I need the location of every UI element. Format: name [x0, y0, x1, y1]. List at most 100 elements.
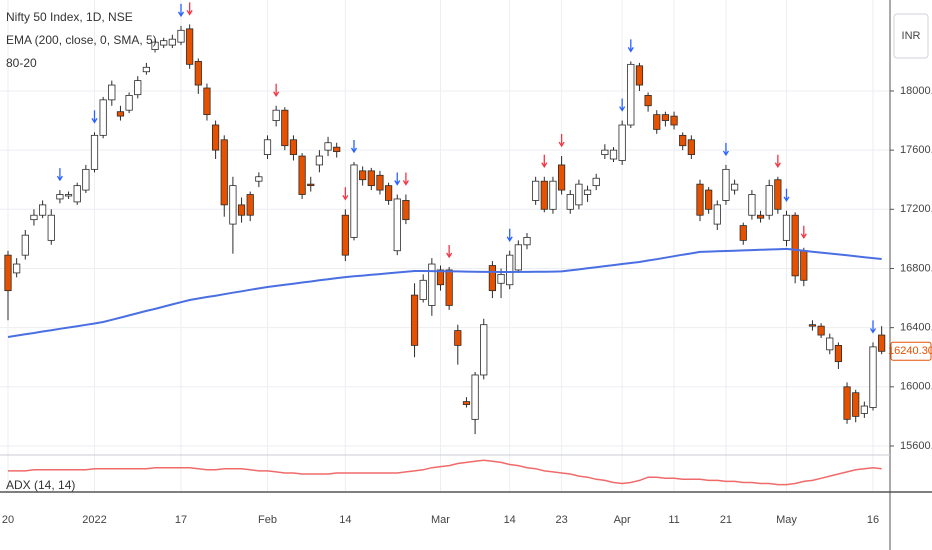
- candle-body: [402, 200, 410, 221]
- candle-body: [731, 183, 739, 191]
- candle-body: [307, 183, 315, 187]
- signal-arrow: [800, 225, 807, 239]
- x-tick-label: Mar: [431, 514, 450, 526]
- currency-box[interactable]: [893, 13, 929, 59]
- x-tick-label: 11: [668, 514, 679, 526]
- candle-body: [263, 139, 272, 155]
- candle-body: [177, 29, 185, 43]
- candle-body: [30, 214, 38, 221]
- y-tick-label: 15600.00: [900, 440, 932, 452]
- candle-body: [653, 114, 661, 130]
- candle-body: [713, 204, 721, 225]
- candle-body: [549, 180, 557, 210]
- candle-body: [73, 185, 81, 203]
- candle-body: [168, 38, 176, 46]
- candle-body: [151, 41, 159, 50]
- candle-body: [532, 180, 540, 201]
- x-tick-label: 14: [504, 514, 516, 526]
- candle-body: [679, 134, 687, 147]
- candle-body: [566, 194, 574, 210]
- candle-body: [281, 109, 289, 147]
- candle-body: [454, 330, 462, 346]
- candle-body: [203, 87, 211, 116]
- candle-body: [739, 225, 747, 241]
- candle-body: [635, 65, 644, 86]
- candle-body: [39, 204, 47, 216]
- candle-body: [540, 180, 548, 210]
- candle-body: [445, 269, 453, 306]
- candle-body: [393, 198, 401, 252]
- adx-line: [8, 459, 882, 486]
- y-tick-label: 16400.00: [900, 322, 932, 334]
- candle-body: [791, 214, 799, 277]
- y-tick-label: 17600.00: [900, 144, 932, 156]
- candle-body: [160, 40, 168, 46]
- y-tick-label: 17200.00: [900, 203, 932, 215]
- candle-body: [748, 194, 756, 216]
- candle-body: [609, 149, 618, 160]
- candle-body: [480, 324, 488, 376]
- candle-body: [670, 115, 678, 126]
- candle-body: [116, 111, 125, 117]
- candle-body: [376, 174, 384, 191]
- candle-body: [56, 194, 64, 200]
- candle-body: [583, 189, 592, 195]
- signal-arrow: [869, 320, 877, 334]
- candle-body: [211, 124, 220, 151]
- signal-arrow: [506, 228, 513, 242]
- last-price-label: 16240.30: [888, 345, 932, 357]
- signal-arrow: [342, 187, 349, 201]
- candle-body: [82, 168, 90, 191]
- candle-body: [134, 80, 142, 96]
- x-tick-label: 20: [2, 514, 14, 526]
- candle-body: [514, 244, 522, 271]
- candle-body: [462, 401, 471, 405]
- x-tick-label: 21: [720, 514, 732, 526]
- chart-title: Nifty 50 Index, 1D, NSE: [6, 10, 133, 24]
- candle-body: [229, 185, 237, 225]
- candle-body: [722, 168, 730, 201]
- candle-body: [618, 124, 626, 161]
- candle-body: [826, 337, 834, 351]
- signal-arrow: [446, 244, 453, 259]
- candle-body: [471, 374, 479, 420]
- currency: INR: [902, 30, 921, 42]
- candle-body: [237, 204, 246, 216]
- candle-body: [765, 185, 773, 216]
- candle-body: [4, 254, 12, 292]
- candle-body: [575, 183, 583, 206]
- candle-body: [47, 214, 55, 241]
- candle-body: [488, 265, 497, 292]
- candle-body: [90, 134, 99, 170]
- candle-body: [428, 263, 436, 306]
- candle-body: [869, 346, 877, 408]
- candle-body: [696, 183, 704, 216]
- candle-body: [289, 139, 298, 155]
- candle-body: [808, 324, 817, 327]
- candle-body: [756, 214, 765, 219]
- candle-body: [350, 164, 358, 238]
- ema-line: [7, 247, 882, 338]
- candle-body: [627, 63, 635, 126]
- candle-body: [558, 164, 566, 191]
- candle-body: [705, 189, 713, 210]
- candle-body: [817, 325, 825, 336]
- y-tick-label: 18000.00: [900, 85, 932, 97]
- candle-body: [419, 279, 427, 300]
- candle-body: [359, 170, 367, 181]
- overlay-legend: EMA (200, close, 0, SMA, 5): [6, 33, 157, 47]
- signal-arrow: [722, 142, 730, 157]
- candle-body: [367, 170, 375, 187]
- candle-body: [592, 177, 600, 187]
- candle-body: [272, 109, 280, 121]
- signal-arrow: [619, 98, 626, 112]
- last-price-box: [890, 341, 932, 361]
- signal-arrow: [783, 188, 790, 203]
- candle-body: [601, 149, 609, 155]
- x-tick-label: May: [776, 514, 797, 526]
- candle-body: [852, 392, 860, 417]
- signal-arrow: [56, 168, 63, 182]
- candle-body: [843, 386, 851, 420]
- candle-body: [687, 139, 695, 155]
